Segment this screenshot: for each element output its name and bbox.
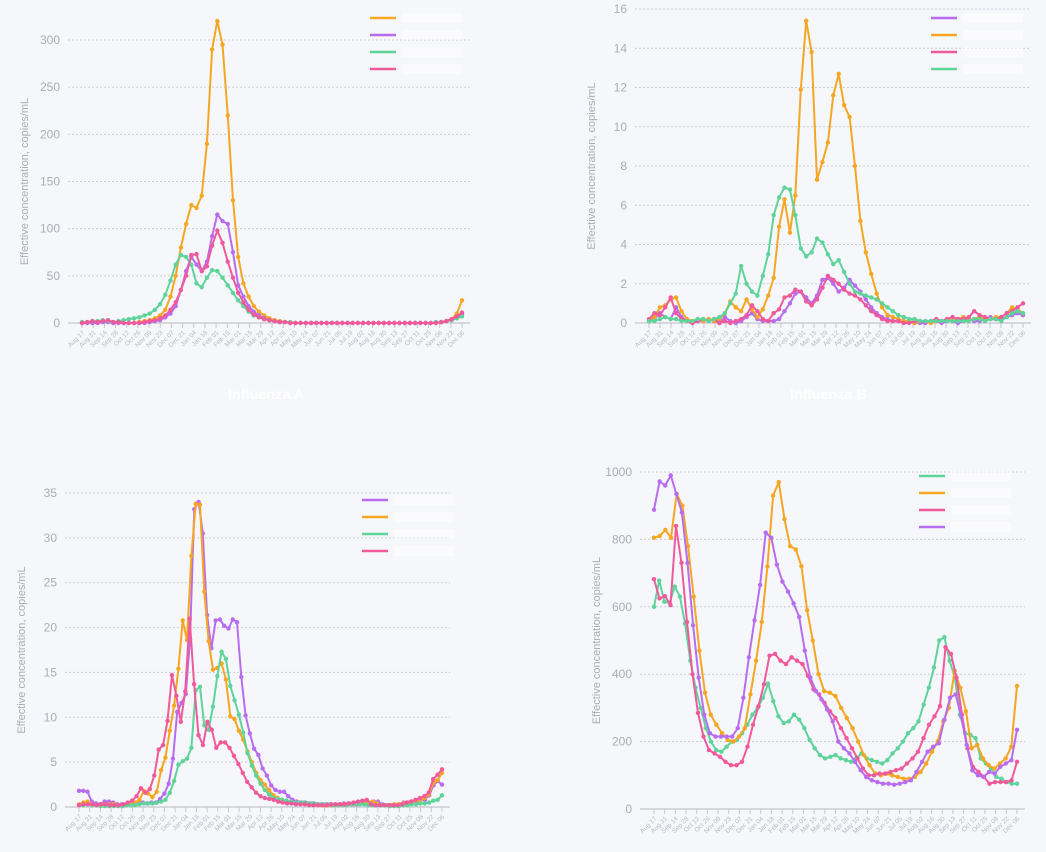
y-tick-label: 20 (44, 621, 58, 635)
y-tick-label: 12 (614, 81, 628, 95)
y-tick-label: 400 (612, 667, 632, 681)
series-line-purple (79, 501, 443, 807)
legend-label[interactable] (394, 495, 454, 505)
series-line-pink (653, 524, 1018, 785)
y-tick-label: 10 (44, 710, 58, 724)
legend-label[interactable] (963, 30, 1023, 40)
chart-bottom-left: 0 5 10 15 20 25 30 35 Effective concentration, c… (16, 486, 454, 833)
y-tick-label: 800 (612, 532, 632, 546)
y-tick-label: 35 (44, 486, 58, 500)
series-line-green (82, 254, 463, 324)
y-tick-label: 250 (40, 80, 60, 94)
series-line-purple (653, 474, 1018, 786)
chart-bottom-right-influenza-b: 0 200 400 600 800 1000 Effective concentration… (591, 465, 1025, 835)
series-line-green (649, 186, 1024, 322)
legend-label[interactable] (394, 546, 454, 556)
series-line-pink (78, 617, 443, 807)
y-tick-label: 6 (620, 198, 627, 212)
y-tick-label: 25 (44, 576, 58, 590)
series-line-purple (82, 213, 463, 324)
y-tick-label: 0 (625, 802, 632, 816)
y-tick-label: 2 (620, 277, 627, 291)
y-tick-label: 1000 (605, 465, 632, 479)
y-tick-label: 0 (53, 316, 60, 330)
y-tick-label: 5 (50, 755, 57, 769)
chart-title-influenza-b: Influenza B (790, 386, 867, 402)
legend-label[interactable] (951, 471, 1011, 481)
y-axis-label: Effective concentration, copies/mL (591, 557, 603, 724)
y-tick-label: 8 (620, 159, 627, 173)
chart-top-left: 0 50 100 150 200 250 300 Effective concentratio… (19, 13, 470, 349)
y-axis-label: Effective concentration, copies/mL (16, 566, 28, 733)
legend-label[interactable] (402, 47, 462, 57)
legend-label[interactable] (963, 64, 1023, 74)
y-tick-label: 600 (612, 600, 632, 614)
y-tick-label: 200 (612, 735, 632, 749)
legend-label[interactable] (394, 512, 454, 522)
y-tick-label: 4 (620, 238, 627, 252)
legend-label[interactable] (402, 30, 462, 40)
y-tick-label: 0 (50, 800, 57, 814)
y-tick-label: 150 (40, 175, 60, 189)
series-line-pink (648, 274, 1024, 324)
y-tick-label: 30 (44, 531, 58, 545)
legend-label[interactable] (951, 505, 1011, 515)
legend-label[interactable] (951, 522, 1011, 532)
y-tick-label: 50 (47, 269, 61, 283)
chart-top-right-influenza-a: 0 2 4 6 8 10 12 14 16 Effective concentration, co… (586, 2, 1031, 349)
legend-label[interactable] (402, 64, 462, 74)
y-tick-label: 200 (40, 127, 60, 141)
y-tick-label: 14 (614, 41, 628, 55)
y-tick-label: 10 (614, 120, 628, 134)
y-axis-label: Effective concentration, copies/mL (19, 98, 31, 265)
legend-label[interactable] (963, 13, 1023, 23)
y-tick-label: 16 (614, 2, 628, 16)
y-tick-label: 300 (40, 33, 60, 47)
legend-label[interactable] (394, 529, 454, 539)
series-line-pink (81, 229, 463, 324)
chart-title-influenza-a: Influenza A (228, 386, 305, 402)
y-axis-label: Effective concentration, copies/mL (586, 82, 598, 249)
y-tick-label: 0 (620, 316, 627, 330)
legend-label[interactable] (951, 488, 1011, 498)
y-tick-label: 100 (40, 222, 60, 236)
legend-label[interactable] (963, 47, 1023, 57)
y-tick-label: 15 (44, 665, 58, 679)
legend-label[interactable] (402, 13, 462, 23)
